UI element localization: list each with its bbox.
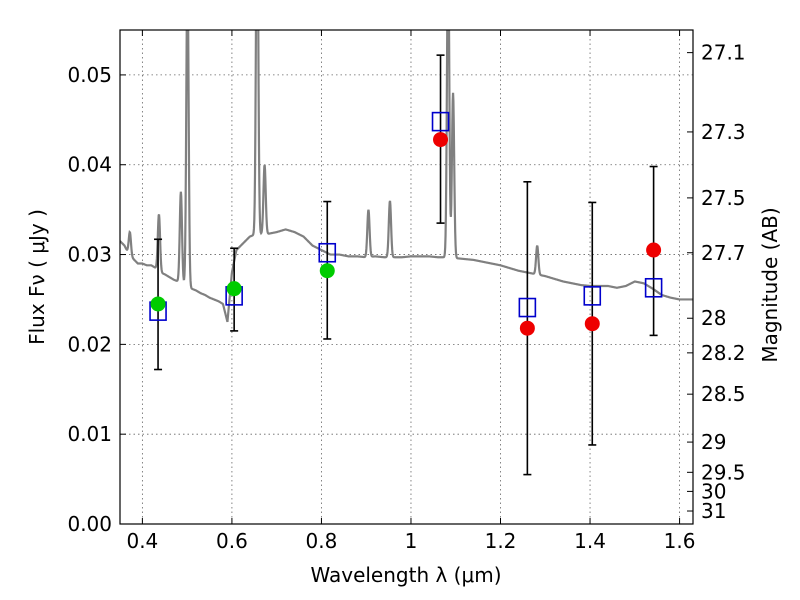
y2-tick-label: 27.3	[701, 120, 746, 144]
y-tick-label: 0.05	[67, 63, 112, 87]
x-axis-title: Wavelength λ (μm)	[310, 563, 501, 587]
observed-point	[433, 132, 449, 148]
x-tick-label: 1.2	[485, 529, 517, 553]
grid	[120, 30, 693, 524]
observed-point	[584, 316, 600, 332]
y2-axis-title: Magnitude (AB)	[758, 207, 782, 362]
model-point	[644, 277, 663, 298]
model-point	[318, 242, 337, 263]
x-axis: 0.4 0.6 0.8 1 1.2 1.4 1.6	[126, 30, 695, 553]
y2-tick-label: 28	[701, 306, 726, 330]
y-tick-label: 0.03	[67, 243, 112, 267]
marker-layer	[149, 54, 663, 476]
observed-point	[226, 281, 242, 297]
y2-tick-label: 28.2	[701, 341, 746, 365]
x-tick-label: 1.4	[574, 529, 606, 553]
y2-tick-label: 31	[701, 499, 726, 523]
x-tick-label: 0.8	[306, 529, 338, 553]
y-tick-label: 0.00	[67, 512, 112, 536]
y-tick-label: 0.02	[67, 332, 112, 356]
model-point	[518, 297, 537, 318]
y-axis-left: 0.00 0.01 0.02 0.03 0.04 0.05	[67, 63, 126, 536]
x-tick-label: 0.6	[216, 529, 248, 553]
observed-point	[319, 263, 335, 279]
x-tick-label: 1.6	[664, 529, 696, 553]
y-axis-title: Flux Fν ( μJy )	[25, 209, 49, 345]
y2-tick-label: 29	[701, 430, 726, 454]
plot-area	[120, 30, 693, 476]
model-point	[583, 286, 602, 306]
observed-point	[150, 296, 166, 312]
model-point	[431, 111, 450, 132]
x-tick-label: 0.4	[126, 529, 158, 553]
y2-tick-label: 27.7	[701, 241, 746, 265]
x-tick-label: 1	[405, 529, 418, 553]
y2-tick-label: 27.1	[701, 41, 746, 65]
spectrum-line	[120, 30, 693, 323]
y2-tick-label: 29.5	[701, 460, 746, 484]
y-tick-label: 0.01	[67, 422, 112, 446]
spectrum-layer	[120, 30, 693, 323]
y2-tick-label: 28.5	[701, 382, 746, 406]
y2-tick-label: 30	[701, 479, 726, 503]
plot-frame	[119, 29, 694, 525]
observed-point	[519, 320, 535, 336]
observed-point	[646, 242, 662, 258]
y2-tick-label: 27.5	[701, 186, 746, 210]
y-tick-label: 0.04	[67, 153, 112, 177]
